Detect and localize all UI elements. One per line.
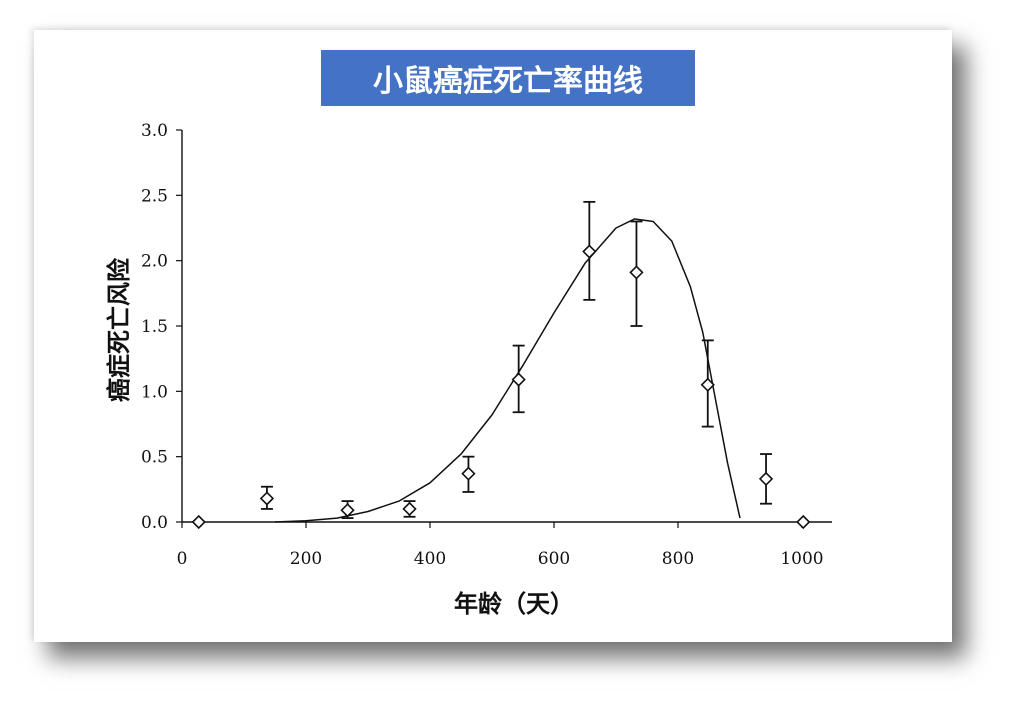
data-point: [191, 514, 206, 530]
y-axis-title: 癌症死亡风险: [105, 257, 133, 402]
data-point: [796, 514, 811, 530]
x-tick-label: 0: [177, 549, 188, 569]
axes: 0.0 0.5 1.0 1.5 2.0 2.5 3.0 0 200 400 600 800 1000: [141, 121, 832, 569]
data-point: [402, 500, 417, 518]
diamond-marker: [340, 503, 355, 518]
diamond-marker: [259, 491, 275, 506]
fit-curve-layer: [274, 218, 741, 523]
data-point: [511, 344, 526, 414]
y-tick-label: 2.0: [141, 252, 168, 272]
x-tick-label: 800: [662, 549, 694, 569]
y-tick-label: 2.5: [141, 186, 168, 206]
data-point: [700, 339, 715, 428]
data-point: [461, 455, 476, 493]
y-tick-label: 3.0: [141, 121, 168, 141]
fit-curve: [274, 218, 741, 523]
x-tick-label: 400: [414, 549, 446, 569]
chart-card: [34, 30, 952, 642]
x-tick-label: 1000: [780, 549, 823, 569]
data-point: [340, 500, 355, 519]
data-point: [758, 453, 774, 505]
chart-title: 小鼠癌症死亡率曲线: [321, 50, 695, 106]
x-tick-label: 600: [538, 549, 570, 569]
y-tick-label: 1.5: [141, 317, 168, 337]
diamond-marker: [629, 265, 644, 280]
data-points-layer: [191, 200, 811, 530]
diamond-marker: [511, 372, 526, 387]
diamond-marker: [796, 514, 811, 530]
x-axis-title: 年龄（天）: [454, 590, 574, 618]
data-point: [259, 485, 275, 510]
data-point: [582, 200, 597, 301]
diamond-marker: [700, 377, 715, 392]
data-point: [629, 220, 644, 327]
y-tick-label: 1.0: [141, 382, 168, 402]
y-tick-label: 0.5: [141, 448, 168, 468]
y-tick-label: 0.0: [141, 513, 168, 533]
diamond-marker: [758, 471, 774, 487]
diamond-marker: [461, 466, 476, 481]
diamond-marker: [402, 501, 417, 517]
x-tick-label: 200: [290, 549, 322, 569]
diamond-marker: [191, 514, 206, 530]
diamond-marker: [582, 244, 597, 259]
